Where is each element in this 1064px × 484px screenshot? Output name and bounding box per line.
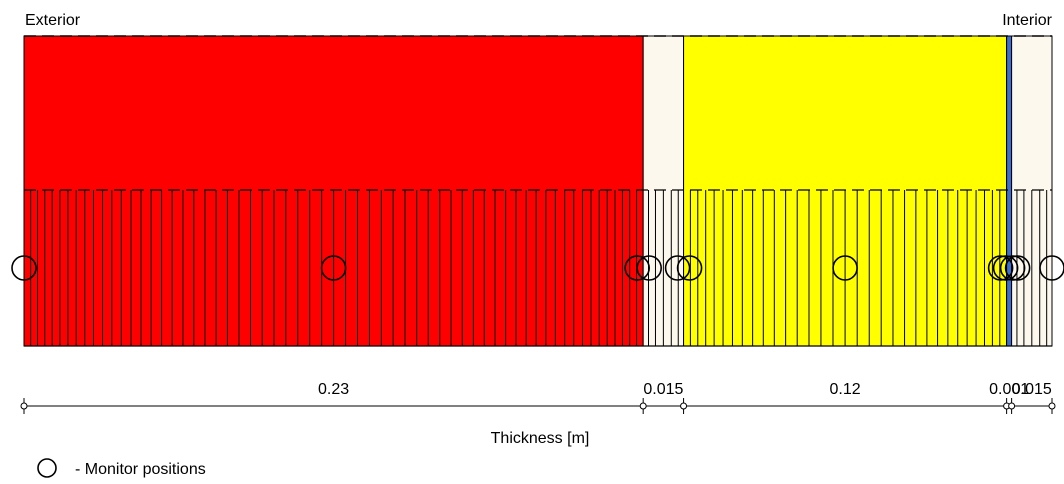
monitor-position-marker — [636, 255, 662, 281]
monitor-position-marker — [624, 255, 650, 281]
exterior-label: Exterior — [25, 12, 81, 29]
layer-thickness-label: 0.12 — [830, 381, 861, 398]
monitor-position-marker — [832, 255, 858, 281]
layer-thickness-label: 0.015 — [1012, 381, 1052, 398]
monitor-position-marker — [664, 255, 691, 281]
monitor-position-marker — [987, 255, 1014, 281]
dimension-node — [680, 402, 688, 410]
wall-layers — [23, 35, 1053, 347]
layer-3 — [1006, 35, 1013, 347]
mesh-grid — [24, 189, 1052, 346]
legend-label: - Monitor positions — [75, 461, 206, 478]
dimension-node — [1048, 402, 1056, 410]
monitor-position-marker — [676, 255, 703, 281]
monitor-position-marker — [320, 255, 347, 281]
layer-thickness-label: 0.23 — [318, 381, 349, 398]
layer-thickness-label: 0.015 — [643, 381, 683, 398]
dimension-node — [639, 402, 647, 410]
monitor-positions — [11, 255, 1064, 281]
monitor-position-marker — [11, 255, 37, 281]
monitor-legend-icon — [37, 458, 57, 478]
monitor-position-marker — [1004, 255, 1031, 281]
monitor-position-marker — [1039, 255, 1064, 281]
interior-label: Interior — [1002, 12, 1052, 29]
dimension-node — [1008, 402, 1016, 410]
layer-thickness-label: 0.001 — [989, 381, 1029, 398]
axis-title: Thickness [m] — [491, 430, 590, 447]
monitor-position-marker — [992, 255, 1019, 281]
dimension-node — [20, 402, 28, 410]
monitor-position-marker — [999, 255, 1026, 281]
